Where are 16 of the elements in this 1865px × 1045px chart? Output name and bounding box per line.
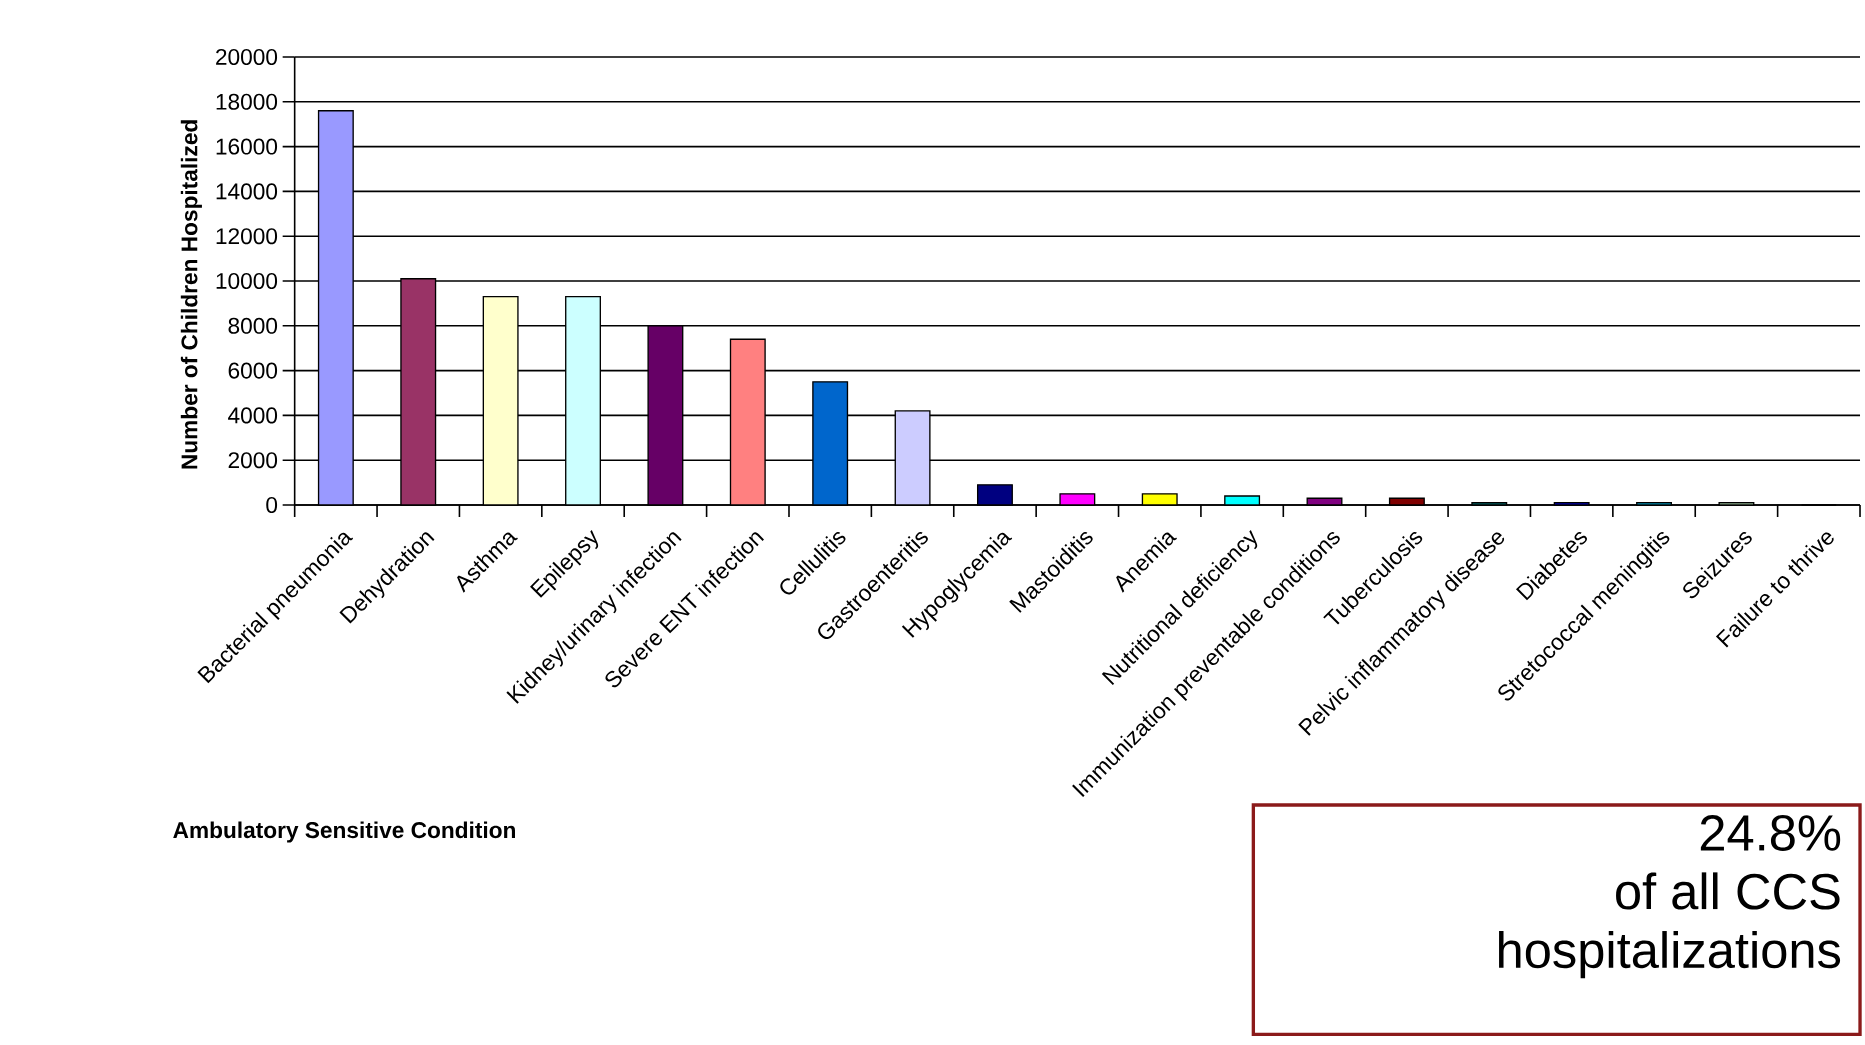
text: hospitalizations bbox=[1499, 931, 1841, 979]
y-tick-label: 8000 bbox=[228, 317, 278, 334]
y-tick-label: 4000 bbox=[228, 407, 278, 424]
y-tick-label: 10000 bbox=[216, 272, 278, 290]
y-tick-label: 14000 bbox=[216, 183, 278, 200]
y-tick-label: 0 bbox=[266, 496, 278, 514]
y-tick-label: 2000 bbox=[228, 452, 278, 469]
y-tick-label: 6000 bbox=[228, 362, 278, 379]
y-tick-label: 20000 bbox=[216, 48, 278, 66]
x-axis-title: Ambulatory Sensitive Condition bbox=[173, 821, 515, 843]
y-axis-title: Number of Children Hospitalized bbox=[180, 120, 202, 469]
text: 24.8% bbox=[1700, 815, 1841, 851]
y-tick-label: 18000 bbox=[216, 93, 278, 110]
text: of all CCS bbox=[1616, 872, 1840, 910]
y-tick-label: 16000 bbox=[216, 138, 278, 155]
y-tick-label: 12000 bbox=[216, 228, 278, 245]
